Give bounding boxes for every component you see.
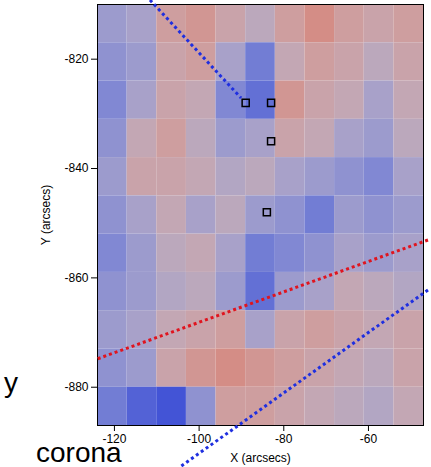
svg-text:-120: -120 — [102, 432, 126, 446]
svg-text:y: y — [4, 367, 18, 398]
svg-text:-820: -820 — [64, 52, 88, 66]
svg-text:-60: -60 — [360, 432, 378, 446]
svg-text:-880: -880 — [64, 380, 88, 394]
svg-text:Y (arcsecs): Y (arcsecs) — [39, 185, 53, 245]
svg-text:-80: -80 — [275, 432, 293, 446]
svg-text:-860: -860 — [64, 271, 88, 285]
svg-text:X (arcsecs): X (arcsecs) — [230, 451, 291, 465]
svg-text:corona: corona — [36, 437, 122, 467]
svg-text:-840: -840 — [64, 161, 88, 175]
svg-text:-100: -100 — [187, 432, 211, 446]
